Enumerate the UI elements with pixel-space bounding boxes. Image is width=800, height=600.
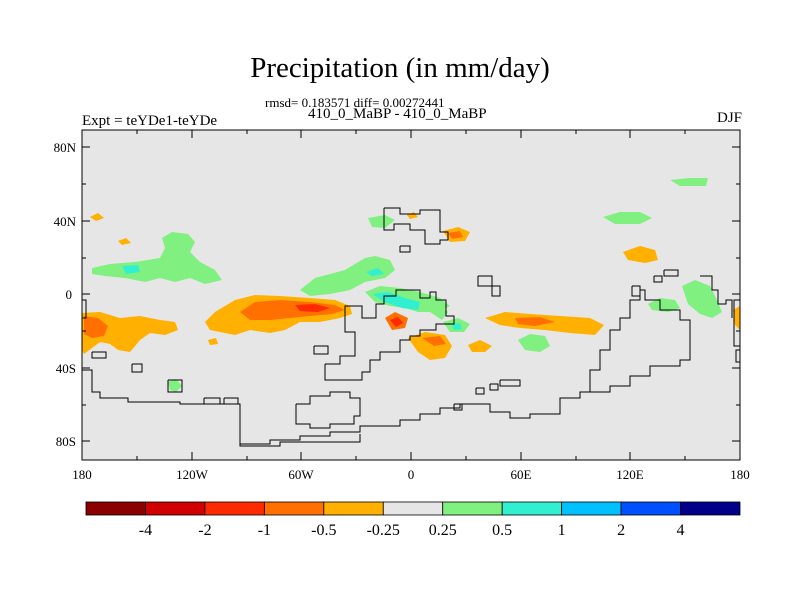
plot-title: Precipitation (in mm/day) xyxy=(250,52,550,84)
anomaly-blob xyxy=(468,340,492,352)
stats-text: rmsd= 0.183571 diff= 0.00272441 xyxy=(265,95,445,110)
coastlines xyxy=(82,207,740,447)
lat-tick-label: 40N xyxy=(54,214,77,229)
coastline-segment xyxy=(477,275,501,297)
lon-ticks xyxy=(81,130,741,460)
anomaly-blob xyxy=(623,246,658,263)
coastline-segment xyxy=(167,379,183,393)
coastline-segment xyxy=(735,349,740,363)
anomaly-blob xyxy=(300,256,395,296)
negative-anomaly-regions xyxy=(82,212,740,360)
lon-tick-label: 60E xyxy=(511,467,532,482)
anomaly-blob xyxy=(422,336,446,346)
coastline-segment xyxy=(653,275,663,283)
coastline-segment xyxy=(631,285,641,297)
lat-tick-label: 80S xyxy=(56,434,76,449)
coastline-segment xyxy=(91,351,107,359)
colorbar-swatch xyxy=(323,501,384,516)
colorbar-label: 0.5 xyxy=(492,522,512,539)
coastline-segment xyxy=(733,299,740,347)
coastline-segment xyxy=(399,245,411,253)
coastline-segment xyxy=(203,397,221,405)
anomaly-blob xyxy=(515,317,555,326)
anomaly-blob xyxy=(90,213,104,221)
coastline-segment xyxy=(313,345,329,355)
lon-tick-label: 180 xyxy=(730,467,750,482)
positive-anomaly-regions xyxy=(92,178,722,392)
colorbar-swatch xyxy=(442,501,503,516)
colorbar-label: -0.5 xyxy=(311,522,336,539)
anomaly-blob xyxy=(84,316,108,338)
colorbar-swatch xyxy=(145,501,206,516)
colorbar-label: -2 xyxy=(198,522,211,539)
lon-tick-label: 180 xyxy=(72,467,92,482)
colorbar-label: -1 xyxy=(258,522,271,539)
coastline-segment xyxy=(453,403,463,411)
colorbar-label: 4 xyxy=(677,522,685,539)
coastline-segment xyxy=(489,383,499,391)
coastline-segment xyxy=(324,289,455,381)
coastline-segment xyxy=(475,387,485,395)
anomaly-blob xyxy=(430,305,448,320)
anomaly-blob xyxy=(122,265,140,274)
anomaly-blob xyxy=(82,312,178,354)
anomaly-blob xyxy=(682,280,722,318)
anomaly-blob xyxy=(603,212,652,224)
colorbar-swatch xyxy=(680,501,741,516)
lat-ticks xyxy=(82,146,740,442)
anomaly-blob xyxy=(670,178,708,186)
coastline-segment xyxy=(223,397,239,405)
plot-subtitle: 410_0_MaBP - 410_0_MaBP xyxy=(308,106,487,122)
anomaly-blob xyxy=(366,268,384,276)
colorbar-label: 1 xyxy=(558,522,566,539)
coastline-segment xyxy=(131,363,143,373)
colorbar-swatch xyxy=(561,501,622,516)
colorbar-swatch xyxy=(501,501,563,516)
colorbar-label: 2 xyxy=(617,522,625,539)
anomaly-blob xyxy=(208,338,218,345)
anomaly-blob xyxy=(648,298,680,312)
colorbar-label: -0.25 xyxy=(367,522,400,539)
anomaly-blob xyxy=(368,215,395,228)
lat-tick-label: 0 xyxy=(66,287,73,302)
coastline-segment xyxy=(82,289,691,445)
colorbar-label: -4 xyxy=(139,522,152,539)
colorbar: -4 -2 -1 -0.5 -0.25 0.25 0.5 1 2 4 xyxy=(85,501,741,539)
coastline-segment xyxy=(700,275,733,318)
coastline-segment xyxy=(383,207,449,245)
anomaly-blob xyxy=(118,238,131,245)
lon-tick-label: 0 xyxy=(408,467,415,482)
colorbar-swatch xyxy=(382,501,444,516)
anomaly-blob xyxy=(390,317,403,327)
lon-tick-label: 60W xyxy=(288,467,314,482)
lat-tick-label: 40S xyxy=(56,361,76,376)
anomaly-blob xyxy=(295,304,330,312)
coastline-segment xyxy=(295,391,361,429)
anomaly-blob xyxy=(168,379,182,392)
lat-tick-label: 80N xyxy=(54,140,77,155)
coastline-segment xyxy=(663,269,679,277)
colorbar-swatch xyxy=(204,501,265,516)
season-label: DJF xyxy=(716,110,742,126)
experiment-label: Expt = teYDe1-teYDe xyxy=(82,113,218,129)
colorbar-swatch xyxy=(85,501,146,516)
anomaly-blob xyxy=(733,306,740,330)
coastline-segment xyxy=(82,299,87,319)
coastline-segment xyxy=(239,434,361,447)
colorbar-swatch xyxy=(620,501,681,516)
colorbar-swatch xyxy=(263,501,325,516)
coastline-segment xyxy=(499,379,521,387)
colorbar-label: 0.25 xyxy=(429,522,457,539)
anomaly-blob xyxy=(518,334,550,352)
lon-tick-label: 120E xyxy=(616,467,644,482)
anomaly-blob xyxy=(448,231,463,239)
anomaly-blob xyxy=(452,323,462,330)
lon-tick-label: 120W xyxy=(176,467,209,482)
